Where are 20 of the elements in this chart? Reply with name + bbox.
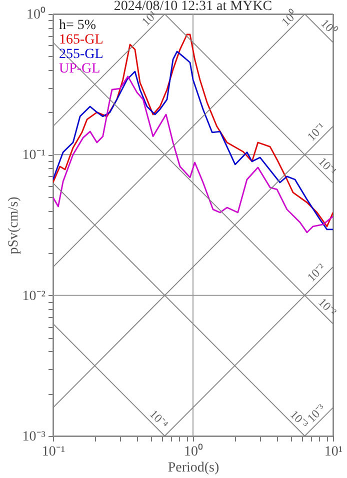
text: 10⁻¹ xyxy=(316,154,340,178)
y-tick-label: 10⁻³ xyxy=(22,430,46,444)
series-label: UP-GL xyxy=(59,62,100,76)
x-tick-label: 10¹ xyxy=(324,444,343,460)
y-tick-label: 10⁰ xyxy=(26,6,46,22)
text: 10⁰ xyxy=(278,8,300,29)
x-axis-title: Period(s) xyxy=(168,460,220,476)
annotation: h= 5% xyxy=(59,18,96,33)
series-label: 165-GL xyxy=(59,32,104,48)
text: 10⁰ xyxy=(318,16,340,38)
x-tick-label: 10⁻¹ xyxy=(42,444,66,460)
x-tick-label: 10⁰ xyxy=(184,444,203,460)
y-tick-label: 10⁻¹ xyxy=(22,148,46,164)
text: 255-GL xyxy=(59,47,104,62)
text: 10⁻² xyxy=(316,295,340,320)
text: 10⁻¹ xyxy=(304,120,328,144)
y-tick-label: 10⁻² xyxy=(22,288,46,304)
text: 10⁻² xyxy=(304,260,328,284)
text: 10⁻⁴ xyxy=(146,406,172,432)
y-axis-title: pSv(cm/s) xyxy=(6,196,22,254)
